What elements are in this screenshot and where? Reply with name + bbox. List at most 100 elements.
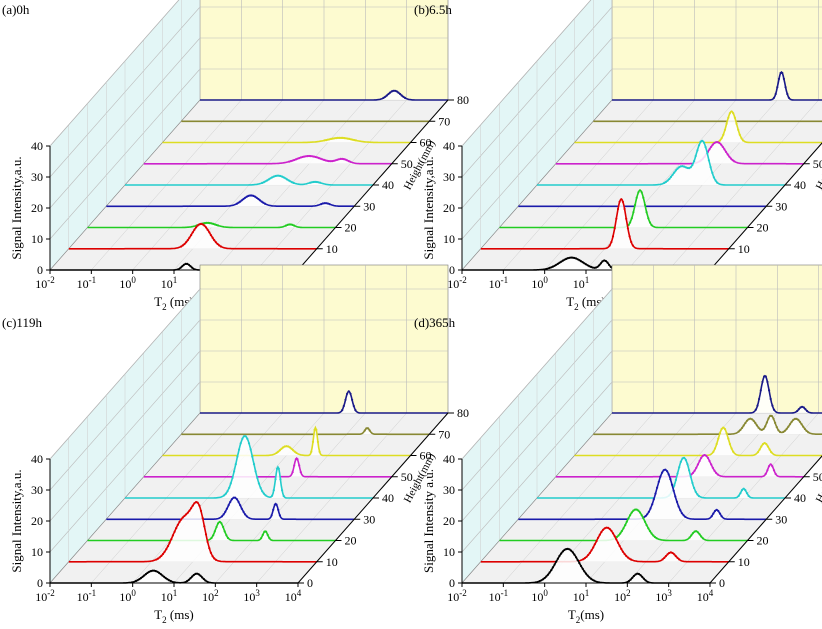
- data-point: [727, 116, 730, 119]
- series-fill: [462, 548, 710, 583]
- data-point: [257, 197, 260, 201]
- data-point: [640, 191, 643, 194]
- data-point: [683, 165, 686, 168]
- data-point: [178, 520, 181, 523]
- data-point: [224, 510, 227, 513]
- data-point: [682, 514, 685, 517]
- x-tick-label: 103: [243, 588, 260, 604]
- data-point: [216, 242, 219, 246]
- data-point: [218, 244, 221, 247]
- data-point: [138, 578, 141, 581]
- data-point: [321, 158, 324, 161]
- series-line: [162, 136, 411, 144]
- data-point: [637, 191, 640, 194]
- data-point: [765, 443, 768, 446]
- data-point: [673, 171, 676, 174]
- data-point: [728, 112, 731, 115]
- data-point: [211, 555, 214, 558]
- height-tick-label: 20: [345, 221, 357, 235]
- data-point: [610, 240, 613, 244]
- data-point: [755, 424, 758, 427]
- series-fill: [106, 195, 355, 207]
- data-point: [311, 440, 315, 443]
- data-point: [629, 221, 632, 224]
- data-point: [777, 429, 780, 432]
- data-point: [740, 137, 743, 140]
- data-point: [247, 194, 250, 197]
- data-point: [568, 548, 571, 551]
- data-point: [764, 425, 767, 428]
- data-point: [616, 541, 620, 544]
- series-line: [574, 426, 822, 457]
- series-line: [574, 110, 822, 144]
- data-point: [695, 466, 698, 469]
- data-point: [561, 259, 564, 262]
- data-point: [158, 571, 161, 574]
- data-point: [184, 262, 187, 265]
- data-point: [403, 96, 407, 99]
- data-point: [673, 553, 676, 556]
- data-point: [168, 541, 171, 544]
- data-point: [323, 202, 326, 205]
- data-point: [706, 456, 709, 459]
- data-point: [608, 527, 611, 531]
- data-point: [185, 241, 188, 244]
- data-point: [729, 157, 733, 160]
- series-20: [87, 520, 336, 542]
- data-point: [680, 512, 683, 515]
- data-point: [797, 418, 800, 421]
- data-point: [688, 536, 691, 539]
- data-point: [283, 445, 286, 448]
- data-point: [757, 426, 760, 429]
- data-point: [234, 463, 237, 466]
- data-point: [249, 448, 252, 451]
- data-point: [642, 196, 645, 199]
- data-point: [397, 91, 400, 94]
- data-point: [600, 530, 603, 534]
- data-point: [312, 180, 315, 184]
- series-line: [480, 198, 729, 250]
- data-point: [620, 547, 623, 551]
- data-point: [280, 447, 283, 450]
- data-point: [775, 426, 778, 429]
- data-point: [203, 222, 206, 225]
- data-point: [156, 570, 159, 573]
- data-point: [806, 409, 809, 413]
- data-point: [666, 470, 669, 473]
- height-tick-label: 80: [457, 406, 469, 420]
- data-point: [655, 537, 658, 540]
- data-point: [641, 575, 644, 578]
- data-point: [593, 579, 596, 582]
- data-point: [368, 429, 371, 432]
- data-point: [638, 189, 642, 192]
- data-point: [239, 200, 242, 203]
- data-point: [206, 540, 209, 543]
- data-point: [696, 531, 699, 534]
- data-point: [782, 430, 785, 433]
- series-70: [593, 414, 822, 436]
- data-point: [154, 570, 157, 573]
- data-point: [802, 425, 805, 428]
- data-point: [329, 160, 332, 163]
- data-point: [708, 148, 711, 151]
- data-point: [282, 446, 285, 449]
- data-point: [278, 514, 281, 517]
- data-point: [602, 528, 605, 531]
- data-point: [631, 244, 634, 247]
- data-point: [643, 203, 647, 206]
- data-point: [317, 157, 321, 160]
- data-point: [723, 128, 727, 131]
- data-point: [747, 494, 750, 497]
- data-point: [333, 137, 336, 140]
- data-point: [731, 159, 734, 162]
- data-point: [767, 465, 771, 468]
- data-point: [193, 502, 196, 505]
- series-fill: [593, 415, 822, 435]
- data-point: [247, 442, 251, 445]
- data-point: [254, 195, 257, 198]
- data-point: [615, 217, 618, 220]
- data-point: [342, 404, 345, 408]
- x-tick-label: 104: [697, 588, 714, 604]
- data-point: [337, 158, 340, 161]
- data-point: [161, 552, 165, 556]
